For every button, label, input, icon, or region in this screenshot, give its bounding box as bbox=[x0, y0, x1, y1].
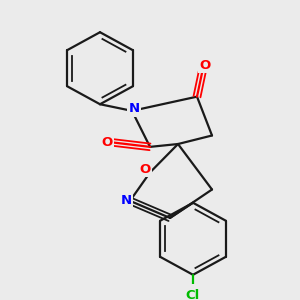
Text: N: N bbox=[120, 194, 132, 207]
Text: O: O bbox=[140, 163, 151, 176]
Text: O: O bbox=[200, 59, 211, 72]
Text: O: O bbox=[101, 136, 112, 148]
Text: N: N bbox=[128, 103, 140, 116]
Text: Cl: Cl bbox=[186, 289, 200, 300]
